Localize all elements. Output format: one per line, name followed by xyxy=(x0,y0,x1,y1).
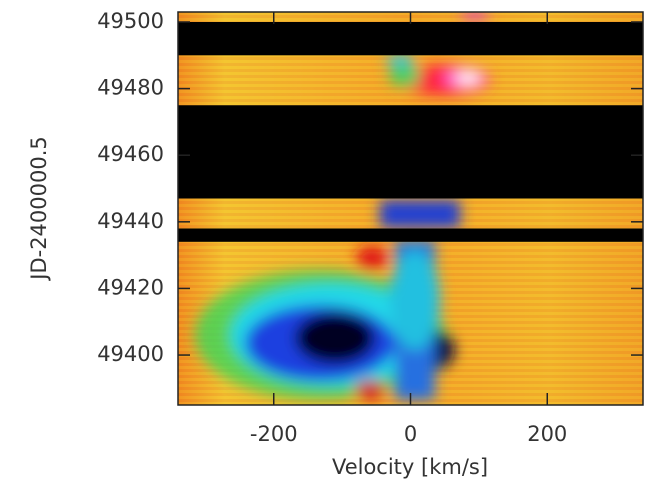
x-tick-label: 200 xyxy=(527,422,567,446)
gaps xyxy=(178,21,643,242)
y-tick-label: 49480 xyxy=(97,76,164,100)
data-gap xyxy=(178,105,643,199)
y-axis-label: JD-2400000.5 xyxy=(27,136,51,282)
y-tick-label: 49460 xyxy=(97,142,164,166)
spectrum-image xyxy=(178,12,643,405)
y-tick-label: 49420 xyxy=(97,275,164,299)
data-gap xyxy=(178,228,643,242)
x-tick-label: -200 xyxy=(250,422,298,446)
y-tick-label: 49440 xyxy=(97,209,164,233)
x-tick-label: 0 xyxy=(404,422,417,446)
y-tick-label: 49400 xyxy=(97,342,164,366)
x-axis-label: Velocity [km/s] xyxy=(332,455,488,479)
y-tick-label: 49500 xyxy=(97,9,164,33)
data-gap xyxy=(178,21,643,56)
